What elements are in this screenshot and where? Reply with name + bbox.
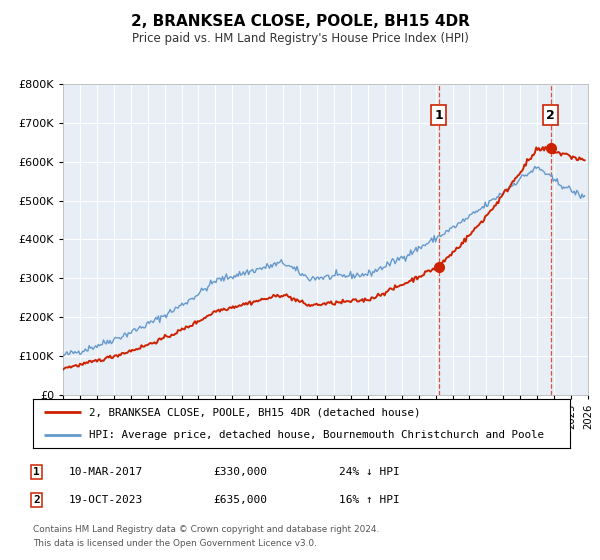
- Text: 10-MAR-2017: 10-MAR-2017: [69, 466, 143, 477]
- Text: 1: 1: [434, 109, 443, 122]
- Text: 2, BRANKSEA CLOSE, POOLE, BH15 4DR: 2, BRANKSEA CLOSE, POOLE, BH15 4DR: [131, 14, 469, 29]
- Text: £330,000: £330,000: [213, 466, 267, 477]
- Text: Contains HM Land Registry data © Crown copyright and database right 2024.: Contains HM Land Registry data © Crown c…: [33, 525, 379, 534]
- Text: 16% ↑ HPI: 16% ↑ HPI: [339, 495, 400, 505]
- Text: 1: 1: [33, 466, 40, 477]
- Text: HPI: Average price, detached house, Bournemouth Christchurch and Poole: HPI: Average price, detached house, Bour…: [89, 430, 544, 440]
- Text: 2: 2: [33, 495, 40, 505]
- Text: This data is licensed under the Open Government Licence v3.0.: This data is licensed under the Open Gov…: [33, 539, 317, 548]
- Text: 19-OCT-2023: 19-OCT-2023: [69, 495, 143, 505]
- Text: 24% ↓ HPI: 24% ↓ HPI: [339, 466, 400, 477]
- Text: 2: 2: [547, 109, 555, 122]
- Text: 2, BRANKSEA CLOSE, POOLE, BH15 4DR (detached house): 2, BRANKSEA CLOSE, POOLE, BH15 4DR (deta…: [89, 407, 421, 417]
- Text: £635,000: £635,000: [213, 495, 267, 505]
- Text: Price paid vs. HM Land Registry's House Price Index (HPI): Price paid vs. HM Land Registry's House …: [131, 32, 469, 45]
